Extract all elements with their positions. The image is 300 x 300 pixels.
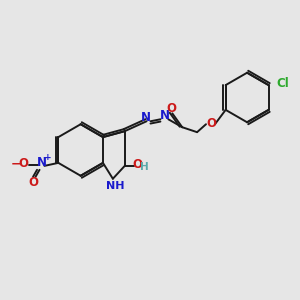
Text: O: O	[28, 176, 39, 189]
Text: N: N	[160, 109, 170, 122]
Text: +: +	[44, 153, 51, 162]
Text: O: O	[166, 102, 176, 115]
Text: O: O	[133, 158, 142, 171]
Text: H: H	[140, 162, 149, 172]
Text: O: O	[19, 158, 29, 170]
Text: N: N	[37, 156, 46, 170]
Text: O: O	[206, 117, 216, 130]
Text: Cl: Cl	[277, 76, 289, 90]
Text: N: N	[141, 111, 151, 124]
Text: −: −	[11, 158, 21, 170]
Text: NH: NH	[106, 181, 124, 191]
